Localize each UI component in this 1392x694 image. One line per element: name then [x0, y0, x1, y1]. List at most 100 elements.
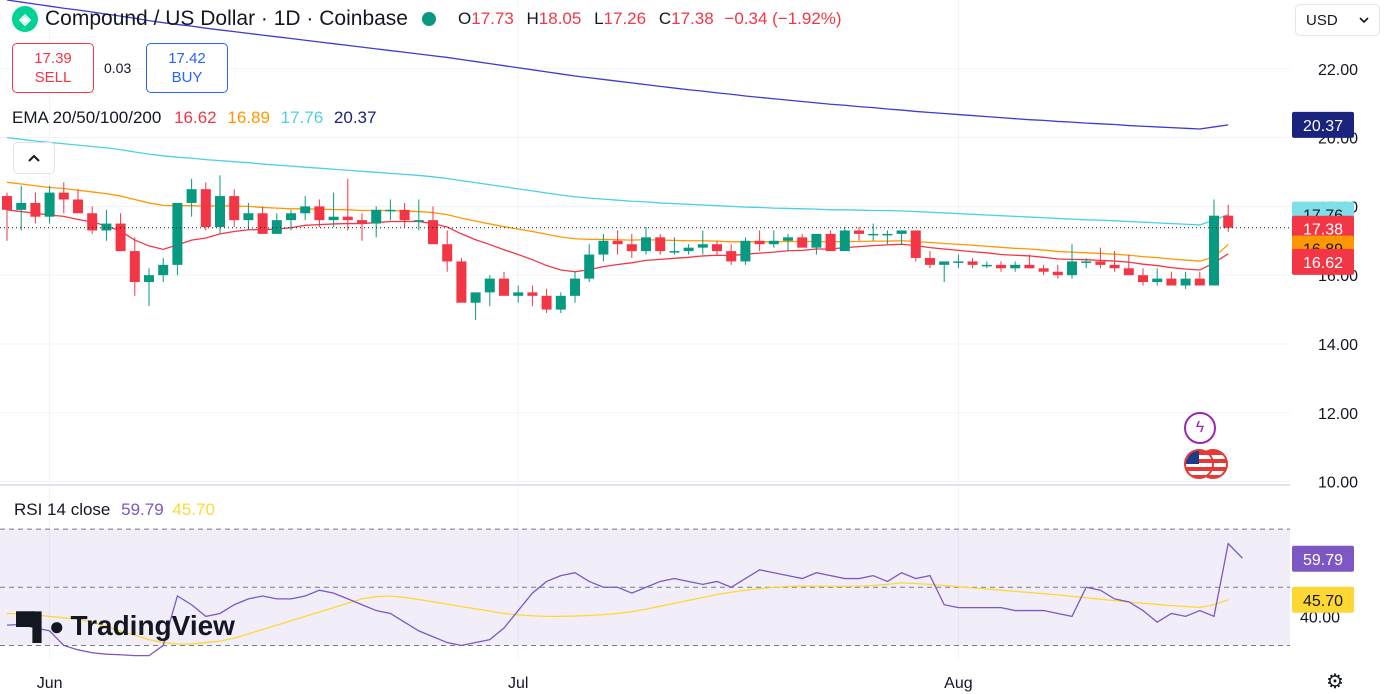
candle-body — [925, 257, 935, 265]
sell-button[interactable]: 17.39 SELL — [12, 43, 94, 93]
candle-body — [626, 244, 637, 252]
candle-body — [1180, 278, 1191, 286]
candle-body — [456, 261, 467, 303]
time-tick-label: Aug — [944, 675, 972, 692]
candle-body — [1109, 264, 1120, 269]
symbol-header: ◈ Compound / US Dollar · 1D · Coinbase O… — [12, 6, 842, 32]
settings-icon[interactable]: ⚙ — [1326, 671, 1344, 693]
ema-legend[interactable]: EMA 20/50/100/200 16.62 16.89 17.76 20.3… — [12, 108, 376, 128]
ema100-line — [6, 136, 1229, 226]
price-tick-label: 22.00 — [1318, 62, 1358, 79]
ema100-value: 17.76 — [280, 108, 324, 127]
chevron-up-icon — [28, 154, 40, 162]
candle-body — [428, 220, 438, 245]
candle-body — [144, 275, 154, 283]
tradingview-logo[interactable]: ▀▌● TradingView — [16, 610, 235, 642]
price-axis-label: 16.62 — [1303, 255, 1343, 272]
candle-body — [683, 247, 694, 252]
candle-body — [1081, 261, 1092, 263]
candle-body — [797, 237, 808, 248]
time-tick-label: Jul — [508, 675, 528, 692]
candle-body — [186, 189, 197, 203]
low-value: 17.26 — [603, 9, 647, 28]
us-flag-event-icon[interactable] — [1184, 449, 1214, 479]
candle-body — [87, 213, 98, 231]
candle-body — [953, 261, 964, 263]
candle-body — [257, 213, 268, 234]
candle-body — [1067, 261, 1077, 276]
candle-body — [215, 196, 225, 228]
candle-body — [641, 237, 651, 252]
candle-body — [200, 189, 211, 228]
candle-body — [385, 209, 396, 212]
rsi-legend[interactable]: RSI 14 close 59.79 45.70 — [10, 500, 219, 520]
rsi-legend-label: RSI 14 close — [14, 500, 111, 519]
candle-body — [612, 240, 623, 245]
price-tick-label: 14.00 — [1318, 337, 1358, 354]
candle-body — [726, 251, 737, 262]
candle-body — [413, 220, 424, 222]
rsi-axis-label: 45.70 — [1303, 593, 1343, 610]
candle-body — [868, 233, 879, 236]
collapse-legend-button[interactable] — [13, 142, 55, 174]
price-axis-label-bg — [1292, 248, 1354, 275]
lightning-event-icon[interactable]: ϟ — [1184, 412, 1216, 444]
candle-body — [996, 264, 1006, 269]
candle-body — [811, 233, 822, 248]
candle-body — [243, 213, 254, 221]
candle-body — [470, 292, 481, 303]
candle-body — [30, 202, 41, 217]
open-value: 17.73 — [471, 9, 514, 28]
candle-body — [115, 223, 126, 252]
rsi-line — [6, 542, 1243, 657]
candle-body — [399, 209, 410, 221]
buy-price: 17.42 — [168, 50, 206, 67]
candle-body — [981, 264, 992, 267]
candle-body — [101, 223, 112, 231]
time-tick-label: Jun — [37, 675, 63, 692]
currency-value: USD — [1306, 11, 1338, 29]
candle-body — [768, 240, 779, 245]
candle-body — [73, 199, 83, 214]
candle-body — [1223, 215, 1234, 228]
candle-body — [44, 192, 55, 217]
candle-body — [754, 240, 765, 245]
rsi-ma-value: 45.70 — [172, 500, 215, 519]
candle-body — [712, 244, 722, 252]
candle-body — [939, 261, 950, 265]
candle-body — [229, 196, 240, 221]
buy-button[interactable]: 17.42 BUY — [146, 43, 228, 93]
candle-body — [371, 209, 382, 224]
rsi-axis-label-bg — [1292, 586, 1354, 613]
candle-body — [286, 213, 296, 221]
candle-body — [1052, 271, 1063, 276]
ohlc-values: O17.73 H18.05 L17.26 C17.38 −0.34 (−1.92… — [458, 9, 842, 28]
candle-body — [1138, 275, 1148, 283]
candle-body — [896, 230, 907, 234]
candle-body — [58, 192, 69, 200]
price-axis-label: 20.37 — [1303, 118, 1343, 135]
candle-body — [910, 230, 921, 258]
rsi-ma-line — [6, 582, 1229, 645]
candle-body — [584, 254, 595, 279]
candle-body — [740, 240, 751, 262]
tradingview-mark-icon: ▀▌● — [16, 610, 65, 641]
candle-body — [300, 206, 311, 214]
sell-label: SELL — [34, 69, 72, 86]
candle-body — [357, 220, 367, 224]
currency-selector[interactable]: USD — [1295, 4, 1380, 36]
price-tick-label: 12.00 — [1318, 406, 1358, 423]
candle-body — [1166, 278, 1177, 286]
candle-body — [442, 244, 453, 262]
ema20-line — [6, 209, 1229, 273]
candle-body — [513, 292, 524, 296]
candle-body — [1209, 215, 1219, 286]
rsi-value: 59.79 — [121, 500, 164, 519]
candle-body — [1024, 264, 1035, 269]
candle-body — [1038, 268, 1049, 272]
symbol-title[interactable]: Compound / US Dollar · 1D · Coinbase — [45, 7, 408, 30]
candle-body — [16, 202, 27, 210]
candle-body — [1152, 278, 1163, 283]
market-status-icon — [422, 12, 436, 26]
